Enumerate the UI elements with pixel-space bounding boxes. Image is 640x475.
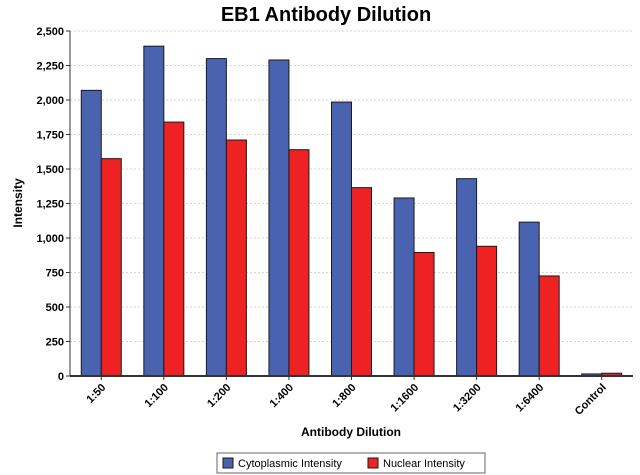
y-axis-title: Intensity	[11, 178, 25, 228]
x-tick-label: 1:100	[143, 382, 171, 410]
legend-label: Cytoplasmic Intensity	[238, 458, 342, 470]
bar	[288, 149, 310, 377]
legend-swatch	[367, 457, 379, 469]
bar	[518, 221, 540, 377]
y-tick-label: 1,750	[36, 130, 64, 142]
y-tick-label: 250	[46, 337, 64, 349]
bar	[163, 121, 185, 377]
bar	[331, 101, 352, 377]
bar	[268, 59, 290, 377]
y-tick-label: 2,000	[36, 95, 64, 107]
legend: Cytoplasmic Intensity Nuclear Intensity	[216, 452, 486, 474]
bar	[538, 275, 560, 377]
x-tick-label: Control	[573, 382, 609, 418]
bar	[476, 245, 498, 377]
y-tick-label: 1,250	[36, 199, 64, 211]
legend-box	[216, 452, 486, 474]
bar	[413, 251, 435, 377]
legend-label: Nuclear Intensity	[383, 458, 465, 470]
bar	[100, 158, 122, 377]
x-tick-label: 1:800	[330, 382, 358, 410]
x-axis-title: Antibody Dilution	[301, 425, 401, 439]
bars	[80, 45, 623, 377]
x-tick-label: 1:3200	[451, 382, 484, 415]
bar	[351, 187, 372, 377]
y-tick-label: 750	[46, 268, 64, 280]
bar	[143, 45, 165, 377]
x-tick-label: 1:1600	[388, 382, 421, 415]
y-tick-label: 0	[58, 371, 64, 383]
bar	[456, 178, 478, 377]
bar	[205, 58, 227, 377]
y-tick-label: 1,500	[36, 164, 64, 176]
x-tick-label: 1:400	[268, 382, 296, 410]
y-tick-label: 2,250	[36, 61, 64, 73]
y-tick-label: 500	[46, 302, 64, 314]
x-tick-label: 1:200	[205, 382, 233, 410]
x-ticks: 1:50 1:100 1:200 1:400 1:800 1:1600 1:3200 1:64…	[84, 376, 609, 418]
bar	[393, 197, 415, 377]
y-tick-label: 2,500	[36, 26, 64, 38]
y-ticks: 0 250 500 750 1,000 1,250 1,500 1,750 2,000 2,250…	[36, 26, 70, 383]
bar	[225, 139, 247, 377]
chart-title: EB1 Antibody Dilution	[221, 4, 431, 26]
x-tick-label: 1:6400	[514, 382, 547, 415]
legend-swatch	[222, 457, 234, 469]
bar	[80, 89, 102, 377]
y-tick-label: 1,000	[36, 233, 64, 245]
x-tick-label: 1:50	[84, 382, 108, 406]
